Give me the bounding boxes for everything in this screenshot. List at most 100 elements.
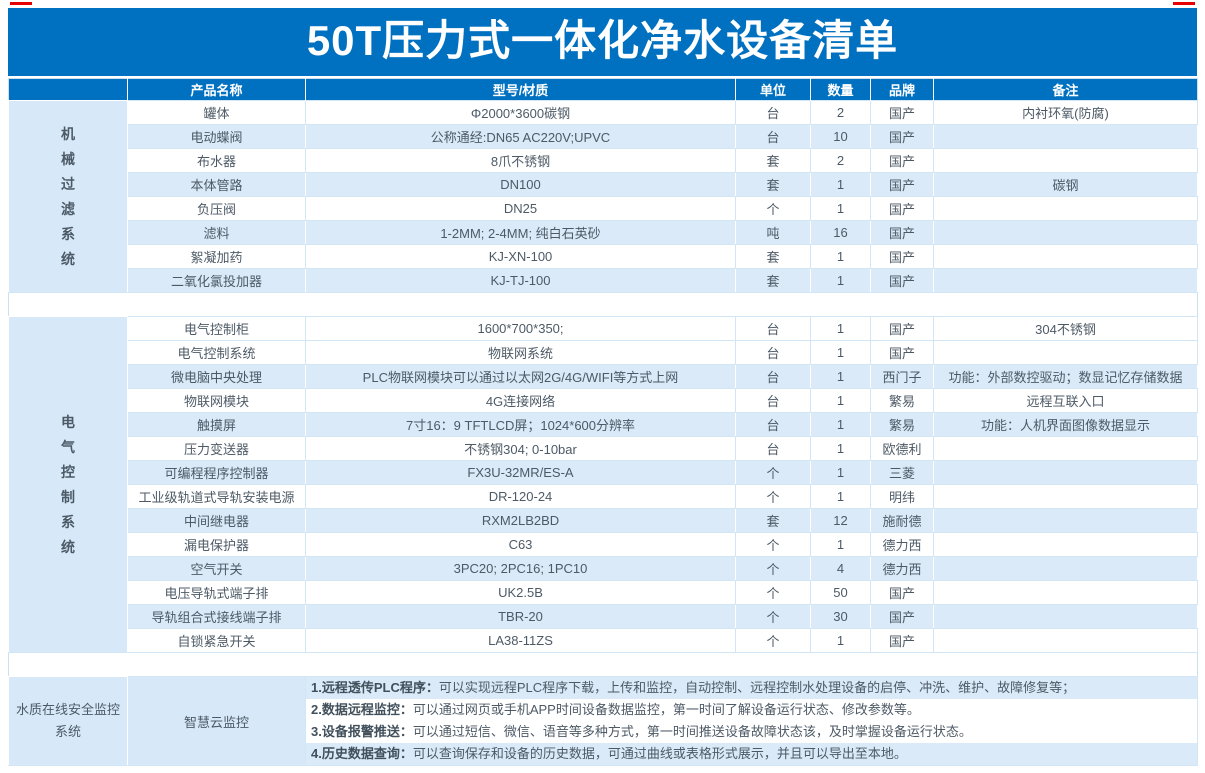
- qty-cell: 10: [810, 124, 871, 149]
- feature-label: 1.远程透传PLC程序：: [311, 680, 439, 695]
- unit-cell: 个: [735, 532, 811, 557]
- brand-cell: 国产: [870, 124, 934, 149]
- unit-cell: 台: [735, 388, 811, 413]
- brand-cell: 国产: [870, 244, 934, 269]
- unit-cell: 台: [735, 412, 811, 437]
- remark-cell: [933, 604, 1198, 629]
- header-category-cell: [8, 78, 128, 101]
- monitoring-product-name: 智慧云监控: [127, 676, 306, 766]
- model-cell: KJ-XN-100: [305, 244, 736, 269]
- feature-line: 2.数据远程监控：可以通过网页或手机APP时间设备数据监控，第一时间了解设备运行…: [306, 699, 1197, 721]
- qty-cell: 1: [810, 172, 871, 197]
- product-name-cell: 二氧化氯投加器: [127, 268, 306, 293]
- table-row: 絮凝加药 KJ-XN-100 套 1 国产: [9, 244, 1198, 269]
- remark-cell: 碳钢: [933, 172, 1198, 197]
- model-cell: DN100: [305, 172, 736, 197]
- remark-cell: 功能：人机界面图像数据显示: [933, 412, 1198, 437]
- brand-cell: 国产: [870, 196, 934, 221]
- model-cell: 公称通经:DN65 AC220V;UPVC: [305, 124, 736, 149]
- model-cell: C63: [305, 532, 736, 557]
- product-name-cell: 负压阀: [127, 196, 306, 221]
- remark-cell: [933, 340, 1198, 365]
- brand-cell: 欧德利: [870, 436, 934, 461]
- table-row: 物联网模块 4G连接网络台 1 繁易 远程互联入口: [9, 388, 1198, 413]
- product-name-cell: 空气开关: [127, 556, 306, 581]
- unit-cell: 吨: [735, 220, 811, 245]
- brand-cell: 德力西: [870, 532, 934, 557]
- table-row: 自锁紧急开关 LA38-11ZS 个 1 国产: [9, 628, 1198, 653]
- model-cell: 3PC20; 2PC16; 1PC10: [305, 556, 736, 581]
- remark-cell: [933, 556, 1198, 581]
- brand-cell: 国产: [870, 220, 934, 245]
- table-row: 空气开关 3PC20; 2PC16; 1PC10 个 4 德力西: [9, 556, 1198, 581]
- red-corner-mark-left: [10, 2, 32, 5]
- remark-cell: [933, 148, 1198, 173]
- brand-cell: 繁易: [870, 388, 934, 413]
- remark-cell: [933, 436, 1198, 461]
- product-name-cell: 罐体: [127, 100, 306, 125]
- remark-cell: [933, 484, 1198, 509]
- brand-cell: 国产: [870, 580, 934, 605]
- unit-cell: 个: [735, 460, 811, 485]
- product-name-cell: 布水器: [127, 148, 306, 173]
- feature-text: 可以实现远程PLC程序下载，上传和监控，自动控制、远程控制水处理设备的启停、冲洗…: [438, 680, 1076, 695]
- column-header: 品牌: [870, 78, 934, 101]
- product-name-cell: 本体管路: [127, 172, 306, 197]
- product-name-cell: 微电脑中央处理: [127, 364, 306, 389]
- qty-cell: 1: [810, 196, 871, 221]
- remark-cell: 功能：外部数控驱动；数显记忆存储数据: [933, 364, 1198, 389]
- spreadsheet: 50T压力式一体化净水设备清单 产品名称 型号/材质 单位 数量 品牌 备注 机械过滤系统…: [8, 8, 1198, 766]
- product-name-cell: 滤料: [127, 220, 306, 245]
- product-name-cell: 可编程程序控制器: [127, 460, 306, 485]
- monitoring-feature-list: 1.远程透传PLC程序：可以实现远程PLC程序下载，上传和监控，自动控制、远程控…: [305, 676, 1198, 766]
- section-gap-row: [8, 292, 1198, 317]
- qty-cell: 1: [810, 268, 871, 293]
- table-row: 二氧化氯投加器 KJ-TJ-100 套 1 国产: [9, 268, 1198, 293]
- brand-cell: 国产: [870, 316, 934, 341]
- feature-text: 可以查询保存和设备的历史数据，可通过曲线或表格形式展示，并且可以导出至本地。: [412, 746, 907, 761]
- section-gap-cell: [8, 292, 1198, 317]
- qty-cell: 1: [810, 484, 871, 509]
- product-name-cell: 触摸屏: [127, 412, 306, 437]
- qty-cell: 12: [810, 508, 871, 533]
- product-name-cell: 电动蝶阀: [127, 124, 306, 149]
- qty-cell: 1: [810, 244, 871, 269]
- table-header-row: 产品名称 型号/材质 单位 数量 品牌 备注: [8, 78, 1198, 101]
- unit-cell: 套: [735, 148, 811, 173]
- model-cell: Φ2000*3600碳钢: [305, 100, 736, 125]
- product-name-cell: 电气控制系统: [127, 340, 306, 365]
- feature-line: 3.设备报警推送：可以通过短信、微信、语音等多种方式，第一时间推送设备故障状态该…: [306, 721, 1197, 743]
- unit-cell: 个: [735, 628, 811, 653]
- category-label: 电气控制系统: [61, 413, 75, 555]
- remark-cell: [933, 532, 1198, 557]
- column-header: 数量: [810, 78, 871, 101]
- model-cell: TBR-20: [305, 604, 736, 629]
- page-title: 50T压力式一体化净水设备清单: [8, 8, 1197, 78]
- remark-cell: [933, 268, 1198, 293]
- brand-cell: 德力西: [870, 556, 934, 581]
- red-corner-mark-right: [1173, 2, 1195, 5]
- table-row: 可编程程序控制器 FX3U-32MR/ES-A 个 1 三菱: [9, 460, 1198, 485]
- remark-cell: [933, 508, 1198, 533]
- column-header: 备注: [933, 78, 1198, 101]
- unit-cell: 个: [735, 604, 811, 629]
- table-row: 电气控制系统 物联网系统台 1 国产: [9, 340, 1198, 365]
- qty-cell: 50: [810, 580, 871, 605]
- product-name-cell: 絮凝加药: [127, 244, 306, 269]
- unit-cell: 台: [735, 436, 811, 461]
- qty-cell: 4: [810, 556, 871, 581]
- model-cell: 1-2MM; 2-4MM; 纯白石英砂: [305, 220, 736, 245]
- model-cell: PLC物联网模块可以通过以太网2G/4G/WIFI等方式上网: [305, 364, 736, 389]
- table-row: 漏电保护器 C63 个 1 德力西: [9, 532, 1198, 557]
- unit-cell: 台: [735, 340, 811, 365]
- remark-cell: 304不锈钢: [933, 316, 1198, 341]
- qty-cell: 1: [810, 436, 871, 461]
- model-cell: UK2.5B: [305, 580, 736, 605]
- brand-cell: 三菱: [870, 460, 934, 485]
- monitoring-row: 水质在线安全监控系统 智慧云监控 1.远程透传PLC程序：可以实现远程PLC程序下载…: [8, 676, 1198, 766]
- remark-cell: 内衬环氧(防腐): [933, 100, 1198, 125]
- feature-label: 2.数据远程监控：: [311, 702, 413, 717]
- table-row: 滤料 1-2MM; 2-4MM; 纯白石英砂吨 16 国产: [9, 220, 1198, 245]
- column-header: 型号/材质: [305, 78, 736, 101]
- category-label: 机械过滤系统: [61, 125, 75, 267]
